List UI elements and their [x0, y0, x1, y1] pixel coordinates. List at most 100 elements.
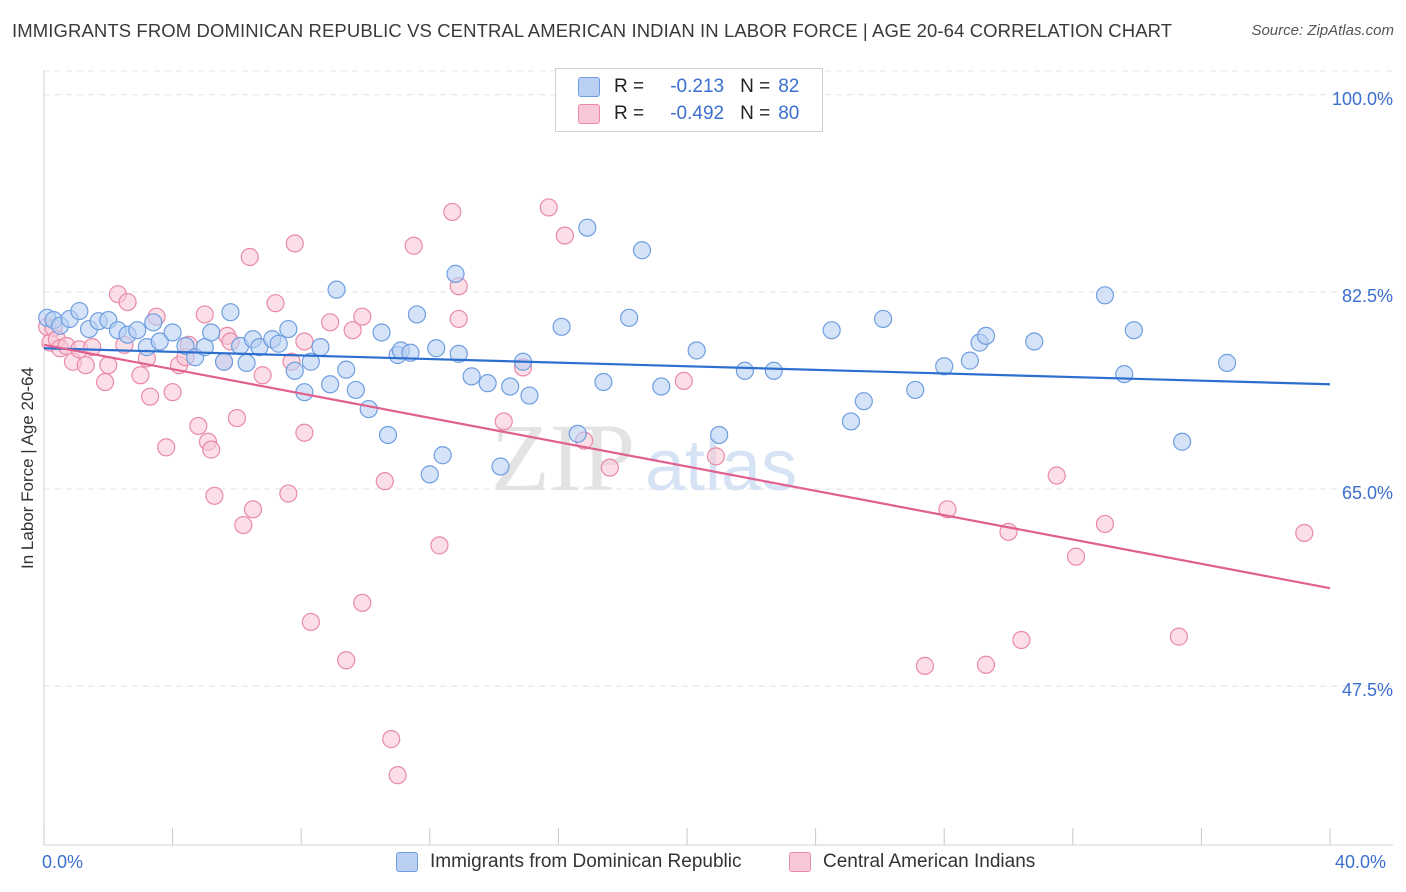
blue-point — [378, 425, 398, 445]
blue-point — [269, 334, 288, 353]
blue-point — [960, 351, 980, 370]
blue-point — [568, 424, 587, 443]
pink-point — [915, 656, 935, 675]
blue-point — [491, 457, 510, 476]
y-tick-labels: 100.0% 82.5% 65.0% 47.5% — [1332, 89, 1393, 700]
legend-row-pink: R = -0.492 N = 80 — [578, 102, 799, 126]
blue-point — [976, 326, 996, 345]
blue-point — [446, 264, 465, 283]
watermark: ZIP atlas — [491, 404, 797, 511]
pink-point — [337, 651, 356, 670]
pink-point — [1066, 547, 1086, 566]
legend-blue-r-value: -0.213 — [670, 76, 725, 97]
legend-blue-r-label: R = — [614, 76, 645, 97]
pink-point — [253, 366, 272, 385]
blue-point — [407, 305, 427, 324]
blue-point — [552, 317, 571, 336]
pink-point — [279, 484, 298, 503]
blue-point — [163, 323, 182, 342]
blue-point — [449, 344, 468, 363]
pink-point — [343, 321, 362, 340]
blue-point — [710, 425, 729, 445]
legend-blue-n-value: 82 — [778, 76, 800, 97]
blue-point — [462, 367, 481, 386]
blue-point — [620, 308, 639, 327]
blue-point — [221, 303, 240, 322]
blue-point — [1025, 332, 1044, 351]
series-pink-points — [38, 198, 1314, 785]
pink-point — [140, 387, 160, 406]
blue-point — [520, 386, 539, 405]
pink-point — [227, 408, 246, 428]
pink-point — [494, 412, 513, 431]
legend-swatch-blue — [578, 77, 600, 97]
pink-point — [375, 472, 394, 491]
blue-point — [70, 301, 89, 321]
pink-point — [234, 515, 253, 535]
pink-point — [195, 305, 214, 324]
blue-point — [735, 361, 754, 380]
pink-point — [157, 438, 176, 457]
x-tick-max: 40.0% — [1335, 852, 1387, 872]
blue-point — [687, 341, 706, 360]
blue-point — [372, 323, 391, 342]
blue-point — [594, 372, 613, 392]
trend-line-pink — [43, 343, 1331, 590]
pink-point — [353, 307, 372, 326]
blue-point — [346, 380, 365, 400]
pink-point — [118, 292, 137, 312]
trend-line-blue — [43, 347, 1331, 386]
blue-point — [822, 321, 841, 340]
correlation-legend: R = -0.213 N = 82 R = -0.492 N = 80 — [555, 68, 823, 132]
pink-point — [976, 655, 996, 674]
bottom-legend-blue-label: Immigrants from Dominican Republic — [430, 851, 742, 872]
trend-lines — [43, 343, 1331, 590]
y-tick-label: 100.0% — [1332, 89, 1393, 109]
axes — [43, 70, 1393, 846]
blue-point — [1115, 365, 1134, 384]
blue-point — [935, 357, 954, 376]
watermark-zip: ZIP — [491, 404, 635, 511]
blue-point — [237, 353, 256, 372]
gridlines — [44, 70, 1393, 687]
pink-point — [555, 226, 574, 245]
blue-point — [301, 352, 320, 371]
y-tick-label: 65.0% — [1342, 483, 1393, 503]
pink-point — [443, 202, 462, 222]
bottom-legend-swatch-blue — [396, 852, 418, 872]
pink-point — [449, 309, 468, 329]
blue-point — [285, 361, 304, 380]
pink-point — [95, 372, 115, 392]
bottom-legend-blue: Immigrants from Dominican Republic — [396, 851, 742, 873]
pink-point — [205, 486, 224, 505]
blue-point — [652, 377, 671, 396]
pink-point — [301, 612, 320, 632]
pink-point — [83, 338, 102, 357]
pink-point — [1047, 466, 1066, 485]
pink-point — [76, 356, 95, 375]
blue-point — [632, 241, 652, 260]
blue-point — [874, 309, 893, 329]
pink-point — [382, 730, 401, 749]
series-blue-points — [38, 218, 1237, 484]
pink-point — [388, 766, 407, 785]
pink-point — [243, 500, 263, 519]
pink-point — [295, 332, 314, 351]
legend-blue-n-label: N = — [740, 76, 771, 97]
blue-point — [279, 319, 298, 339]
x-tick-min: 0.0% — [42, 852, 84, 872]
y-tick-label: 82.5% — [1342, 286, 1393, 306]
pink-point — [1169, 627, 1188, 646]
y-axis-label: In Labor Force | Age 20-64 — [18, 367, 37, 569]
pink-point — [240, 247, 259, 267]
blue-point — [202, 323, 221, 342]
pink-point — [1095, 514, 1115, 534]
bottom-legend-pink: Central American Indians — [789, 851, 1035, 873]
blue-point — [214, 352, 234, 371]
pink-point — [938, 500, 957, 519]
pink-point — [285, 234, 304, 253]
pink-point — [404, 236, 423, 255]
blue-point — [311, 338, 330, 357]
pink-point — [202, 440, 221, 459]
